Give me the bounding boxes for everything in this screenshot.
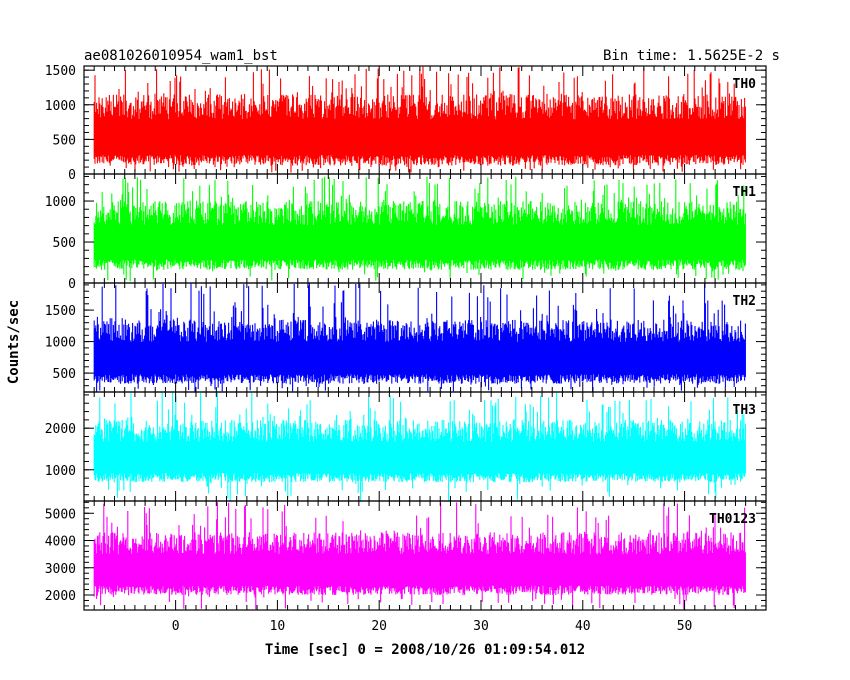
x-tick-label: 40 <box>575 619 591 634</box>
y-tick-label: 0 <box>68 168 76 183</box>
y-tick-label: 1000 <box>45 195 76 210</box>
panel-th2: 500 1000 1500 TH2 <box>45 282 767 393</box>
y-tick-label: 500 <box>53 133 76 148</box>
panel-th0123: 2000 3000 4000 5000 TH0123 <box>45 500 767 611</box>
panel-th1: 0 500 1000 TH1 <box>45 173 767 292</box>
y-tick-label: 3000 <box>45 562 76 577</box>
series-th3 <box>93 392 746 501</box>
y-tick-label: 4000 <box>45 535 76 550</box>
x-tick-label: 0 <box>172 619 180 634</box>
chart-title-right: Bin time: 1.5625E-2 s <box>603 48 780 64</box>
panel-label: TH0 <box>733 77 757 92</box>
panel-label: TH2 <box>733 294 756 309</box>
y-tick-label: 1000 <box>45 99 76 114</box>
x-tick-label: 10 <box>270 619 286 634</box>
y-tick-label: 1500 <box>45 64 76 79</box>
series-th0123 <box>93 502 746 610</box>
y-tick-label: 500 <box>53 367 76 382</box>
y-tick-label: 1000 <box>45 336 76 351</box>
x-tick-label: 50 <box>677 619 693 634</box>
panels-group: 050010001500TH005001000TH150010001500TH2… <box>45 64 767 634</box>
panel-th0: 0 500 1000 1500 TH0 <box>45 64 767 183</box>
panel-label: TH1 <box>733 185 757 200</box>
y-tick-label: 2000 <box>45 589 76 604</box>
panel-label: TH3 <box>733 403 756 418</box>
y-tick-label: 5000 <box>45 507 76 522</box>
series-th1 <box>93 176 746 282</box>
x-tick-label: 20 <box>371 619 387 634</box>
panel-th3: 1000 2000 TH3 <box>45 391 767 502</box>
x-axis-label: Time [sec] 0 = 2008/10/26 01:09:54.012 <box>265 642 585 658</box>
series-th0 <box>93 66 746 173</box>
y-tick-label: 2000 <box>45 422 76 437</box>
y-tick-label: 500 <box>53 236 76 251</box>
y-tick-label: 1000 <box>45 464 76 479</box>
y-tick-label: 1500 <box>45 304 76 319</box>
y-tick-label: 0 <box>68 277 76 292</box>
series-th2 <box>93 283 746 392</box>
chart-title-left: ae081026010954_wam1_bst <box>84 48 278 64</box>
y-axis-label: Counts/sec <box>6 300 22 384</box>
panel-label: TH0123 <box>709 512 756 527</box>
x-tick-label: 30 <box>473 619 489 634</box>
panel-frame <box>83 500 767 611</box>
